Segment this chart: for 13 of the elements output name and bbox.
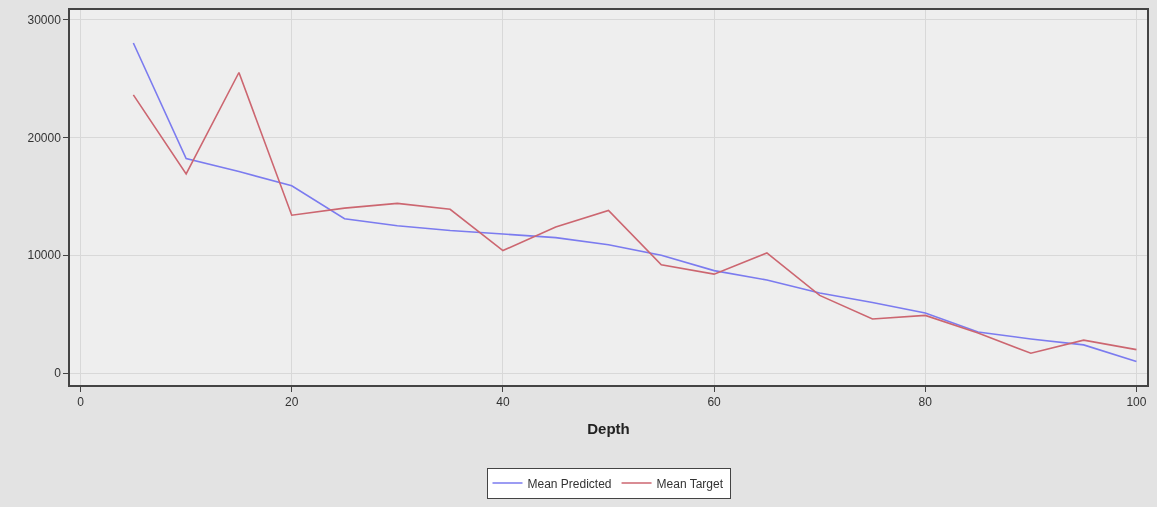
y-tick-label: 30000 [27, 12, 62, 27]
y-tick-label: 10000 [27, 248, 62, 263]
x-tick-label: 0 [77, 395, 85, 410]
x-tick-label: 100 [1126, 395, 1147, 410]
legend-label: Mean Target [656, 476, 724, 491]
x-tick-label: 60 [707, 395, 722, 410]
y-tick-label: 0 [54, 366, 62, 381]
x-axis-title: Depth [587, 419, 630, 437]
y-tick-label: 20000 [27, 130, 62, 145]
x-tick-label: 80 [918, 395, 933, 410]
x-tick-label: 20 [285, 395, 299, 410]
x-tick-label: 40 [496, 395, 510, 410]
legend-label: Mean Predicted [527, 476, 612, 491]
